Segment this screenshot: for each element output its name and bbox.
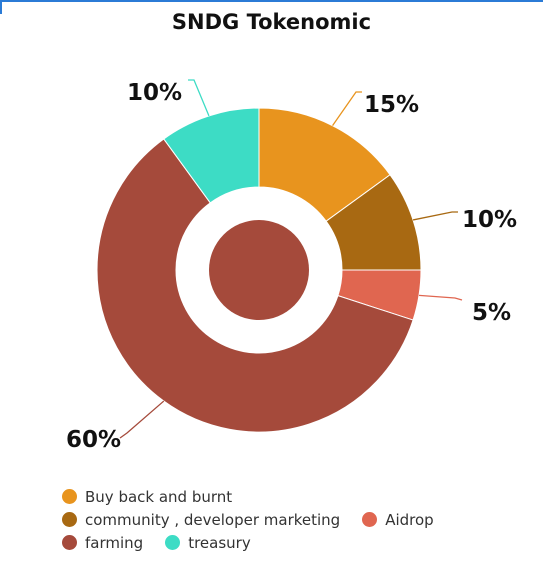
legend-label: farming <box>85 533 144 552</box>
data-label-aidrop: 5% <box>472 300 511 326</box>
leader-line-treasury <box>188 79 210 117</box>
legend-row-2: community , developer marketing Aidrop <box>62 508 456 531</box>
legend-item-buy-back[interactable]: Buy back and burnt <box>62 488 232 506</box>
legend-swatch <box>62 489 77 504</box>
legend-swatch <box>165 535 181 550</box>
data-label-community: 10% <box>462 207 517 233</box>
legend-label: community , developer marketing <box>85 510 341 529</box>
slice-treasury[interactable] <box>163 107 260 204</box>
leader-line-farming <box>119 400 165 439</box>
legend-item-aidrop[interactable]: Aidrop <box>362 511 434 529</box>
chart-title: SNDG Tokenomic <box>171 10 372 34</box>
legend-label: treasury <box>188 533 251 552</box>
pie-chart: 15% 10% 5% 60% 10% <box>66 79 517 453</box>
slice-farming[interactable] <box>96 138 414 433</box>
leader-line-buy-back <box>332 91 362 127</box>
legend-item-community[interactable]: community , developer marketing <box>62 511 340 529</box>
legend-row-1: Buy back and burnt <box>62 485 456 508</box>
legend-item-treasury[interactable]: treasury <box>165 534 251 552</box>
left-border <box>0 0 2 14</box>
legend-item-farming[interactable]: farming <box>62 534 143 552</box>
legend-label: Buy back and burnt <box>85 487 233 506</box>
leader-line-community <box>412 211 458 221</box>
data-label-buy-back: 15% <box>364 92 419 118</box>
legend-row-3: farming treasury <box>62 531 456 554</box>
legend: Buy back and burnt community , developer… <box>62 485 456 554</box>
leader-line-aidrop <box>418 294 463 301</box>
top-border <box>0 0 543 2</box>
center-disc <box>209 220 309 320</box>
data-label-treasury: 10% <box>127 80 182 106</box>
legend-swatch <box>62 535 77 550</box>
legend-label: Aidrop <box>385 510 434 529</box>
data-label-farming: 60% <box>66 427 121 453</box>
legend-swatch <box>62 512 77 527</box>
legend-swatch <box>362 512 378 527</box>
